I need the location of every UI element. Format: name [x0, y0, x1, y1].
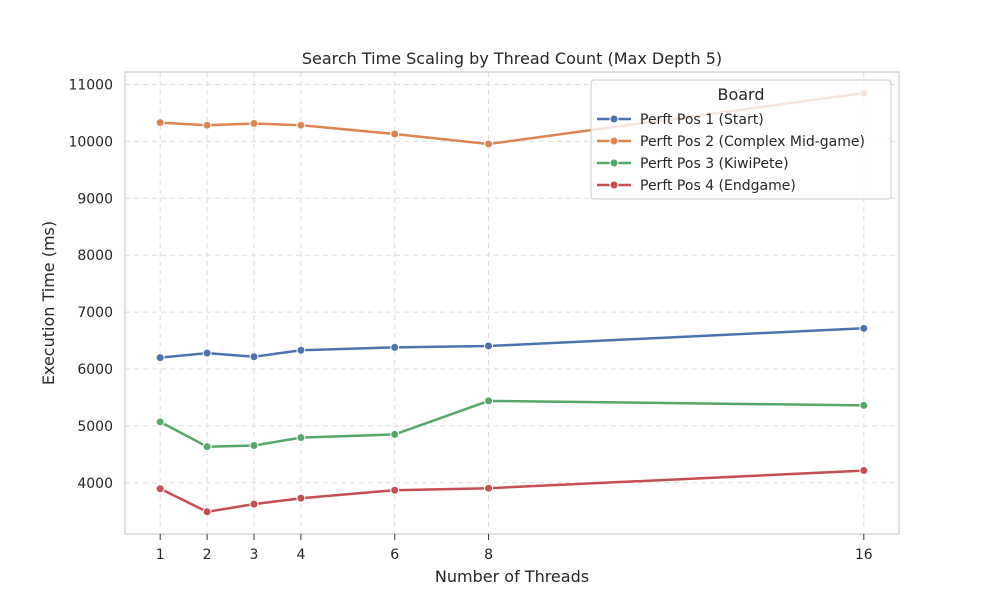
data-point — [390, 129, 400, 139]
data-point — [155, 484, 165, 494]
data-point — [296, 493, 306, 503]
legend: Board Perft Pos 1 (Start) Perft Pos 2 (Co… — [590, 79, 892, 200]
y-tick-label: 11000 — [68, 78, 113, 94]
legend-title: Board — [717, 85, 764, 104]
data-point — [484, 139, 494, 149]
y-axis-ticks: 4000 5000 6000 7000 8000 9000 10000 11000 — [68, 78, 113, 492]
data-point — [202, 507, 212, 517]
plot-frame — [124, 71, 900, 535]
data-point — [155, 353, 165, 363]
y-tick-label: 5000 — [77, 419, 113, 435]
series-line — [159, 399, 864, 448]
data-point — [390, 485, 400, 495]
series — [155, 88, 869, 517]
data-point — [484, 483, 494, 493]
legend-swatch-marker — [609, 136, 619, 146]
y-axis-label: Execution Time (ms) — [39, 221, 58, 385]
data-point — [296, 345, 306, 355]
legend-item-label: Perft Pos 3 (KiwiPete) — [640, 156, 789, 172]
series-line — [159, 469, 864, 514]
y-tick-label: 4000 — [77, 476, 113, 492]
data-point — [155, 118, 165, 128]
y-tick-label: 6000 — [77, 362, 113, 378]
x-tick-label: 8 — [484, 547, 493, 563]
legend-item-label: Perft Pos 4 (Endgame) — [640, 178, 796, 194]
data-point — [249, 441, 259, 451]
data-point — [296, 120, 306, 130]
data-point — [484, 341, 494, 351]
x-axis-label: Number of Threads — [435, 567, 589, 586]
series-line — [160, 327, 864, 359]
x-tick-label: 3 — [250, 547, 259, 563]
data-point — [390, 342, 400, 352]
legend-items: Perft Pos 1 (Start) Perft Pos 2 (Complex … — [597, 112, 865, 194]
y-tick-label: 10000 — [68, 134, 113, 150]
legend-item-label: Perft Pos 2 (Complex Mid-game) — [640, 134, 865, 150]
data-point — [859, 400, 869, 410]
x-tick-label: 1 — [156, 547, 165, 563]
data-point — [249, 499, 259, 509]
y-tick-label: 9000 — [77, 191, 113, 207]
data-point — [390, 429, 400, 439]
data-point — [202, 348, 212, 358]
legend-swatch-marker — [609, 158, 619, 168]
y-tick-label: 7000 — [77, 305, 113, 321]
x-tick-label: 6 — [390, 547, 399, 563]
x-tick-label: 4 — [296, 547, 305, 563]
x-tick-label: 16 — [855, 547, 873, 563]
data-point — [859, 466, 869, 476]
data-point — [249, 118, 259, 128]
y-tick-label: 8000 — [77, 248, 113, 264]
legend-swatch-marker — [609, 114, 619, 124]
legend-swatch-marker — [609, 180, 619, 190]
data-point — [249, 352, 259, 362]
legend-item-label: Perft Pos 1 (Start) — [640, 112, 764, 128]
data-point — [202, 120, 212, 130]
x-axis-ticks: 1 2 3 4 6 8 16 — [156, 534, 873, 563]
data-point — [155, 417, 165, 427]
x-tick-label: 2 — [203, 547, 212, 563]
data-point — [296, 433, 306, 443]
data-point — [859, 323, 869, 333]
chart-title: Search Time Scaling by Thread Count (Max… — [302, 49, 722, 68]
data-point — [202, 442, 212, 452]
data-point — [484, 396, 494, 406]
legend-box — [590, 79, 892, 200]
